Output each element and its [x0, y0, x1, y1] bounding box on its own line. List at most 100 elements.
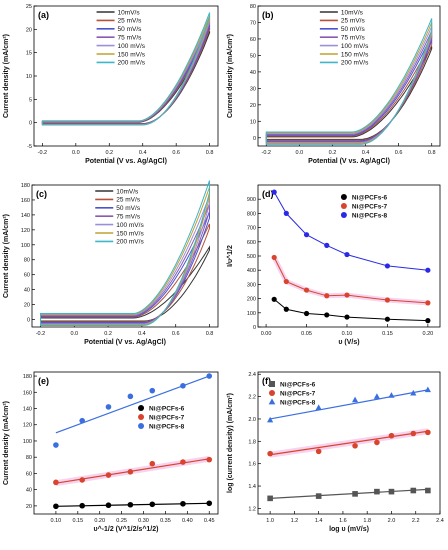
data-point	[324, 293, 330, 299]
legend-label: Ni@PCFs-7	[352, 203, 388, 210]
cv-curve	[40, 203, 210, 324]
y-tick-label: 30	[250, 86, 256, 92]
y-tick-label: 2.0	[248, 417, 256, 423]
x-axis-label: Potential (V vs. Ag/AgCl)	[84, 339, 166, 346]
data-point	[269, 390, 275, 396]
x-tick-label: 0.05	[301, 331, 312, 337]
cv-curve	[40, 180, 210, 326]
x-tick-label: 0.4	[139, 150, 147, 156]
x-tick-label: 0.2	[329, 150, 337, 156]
y-tick-label: 0	[27, 318, 30, 324]
x-tick-label: 0.00	[261, 331, 272, 337]
y-tick-label: 100	[21, 243, 30, 249]
x-axis-label: υ (V/s)	[338, 339, 359, 346]
data-point	[53, 442, 59, 448]
data-point	[344, 314, 350, 320]
legend-label: Ni@PCFs-7	[280, 390, 316, 397]
data-point	[180, 500, 186, 507]
x-tick-label: 0.8	[428, 150, 436, 156]
panel-label: (f)	[262, 376, 271, 386]
x-tick-label: 1.0	[266, 518, 274, 524]
legend-label: 50 mV/s	[341, 26, 366, 33]
x-tick-label: 0.6	[395, 150, 403, 156]
cv-curve	[41, 12, 211, 126]
data-point	[425, 300, 431, 306]
y-tick-label: 0	[29, 121, 32, 127]
y-tick-label: 140	[23, 407, 32, 413]
data-point	[315, 493, 322, 499]
cv-curve	[265, 22, 433, 144]
data-point	[384, 316, 391, 322]
data-point	[303, 232, 310, 238]
y-tick-label: 120	[21, 228, 30, 234]
y-tick-label: 80	[26, 455, 32, 461]
y-tick-label: 140	[21, 213, 30, 219]
x-tick-label: 0.6	[172, 331, 180, 337]
data-point	[127, 393, 134, 400]
y-tick-label: 1.6	[248, 462, 256, 468]
cv-curve	[265, 30, 433, 143]
data-point	[374, 488, 380, 495]
y-tick-label: 25	[26, 4, 32, 10]
data-point	[283, 306, 289, 312]
y-tick-label: 60	[250, 37, 256, 43]
y-axis-label: Current density (mA/cm²)	[3, 34, 10, 118]
legend-label: 150 mV/s	[118, 51, 146, 58]
y-tick-label: 20	[26, 27, 32, 33]
y-tick-label: 0	[253, 136, 256, 142]
y-tick-label: 400	[247, 268, 256, 274]
x-tick-label: 1.4	[315, 518, 323, 524]
data-point	[373, 393, 380, 399]
x-tick-label: 0.30	[138, 518, 149, 524]
y-tick-label: 180	[21, 183, 30, 189]
data-point	[315, 448, 322, 455]
y-axis-label: Current density (mA/cm²)	[3, 401, 10, 485]
x-tick-label: -0.2	[38, 150, 47, 156]
x-tick-label: 2.4	[436, 518, 444, 524]
data-point	[149, 387, 156, 394]
legend-label: 50 mV/s	[116, 205, 141, 212]
data-point	[180, 382, 186, 389]
y-tick-label: -5	[27, 144, 32, 150]
legend-label: 200 mV/s	[341, 60, 369, 67]
y-tick-label: 10	[250, 119, 256, 125]
y-tick-label: 20	[26, 504, 32, 510]
y-tick-label: 60	[24, 273, 30, 279]
data-point	[410, 487, 417, 494]
legend-label: Ni@PCFs-8	[280, 399, 316, 406]
data-point	[53, 479, 59, 486]
y-tick-label: 200	[247, 297, 256, 303]
legend-label: 25 mV/s	[116, 197, 141, 204]
panel-label: (a)	[38, 10, 49, 20]
y-tick-label: 10	[26, 74, 32, 80]
data-point	[269, 381, 275, 387]
legend-label: Ni@PCFs-6	[149, 405, 185, 412]
legend-label: 150 mV/s	[116, 230, 144, 237]
data-point	[425, 429, 431, 436]
x-axis-label: Potential (V vs. Ag/AgCl)	[85, 158, 167, 165]
x-tick-label: 0.40	[182, 518, 193, 524]
data-point	[388, 488, 395, 495]
legend-label: 200 mV/s	[116, 239, 144, 246]
y-tick-label: 600	[247, 240, 256, 246]
data-point	[271, 254, 277, 261]
panel-label: (b)	[262, 10, 274, 20]
data-point	[315, 404, 322, 411]
y-tick-label: 40	[26, 488, 32, 494]
y-tick-label: 800	[247, 211, 256, 217]
legend-label: 50 mV/s	[118, 26, 143, 33]
data-point	[138, 405, 145, 411]
y-tick-label: 1.2	[248, 506, 256, 512]
x-tick-label: 0.6	[172, 150, 180, 156]
x-tick-label: 0.20	[94, 518, 105, 524]
legend-label: Ni@PCFs-7	[149, 414, 185, 421]
fit-line	[270, 389, 428, 420]
x-tick-label: -0.2	[262, 150, 271, 156]
y-tick-label: 40	[250, 70, 256, 76]
y-axis-label: Current density (mA/cm²)	[227, 34, 234, 118]
panel-a: -0.2 0.0 0.2 0.4 0.6 0.8 -5 0 5 10 15 20 25 Potential…	[3, 4, 219, 165]
y-tick-label: 2.2	[248, 395, 256, 401]
data-point	[351, 396, 359, 403]
x-tick-label: 0.0	[72, 150, 80, 156]
y-tick-label: 20	[250, 103, 256, 109]
